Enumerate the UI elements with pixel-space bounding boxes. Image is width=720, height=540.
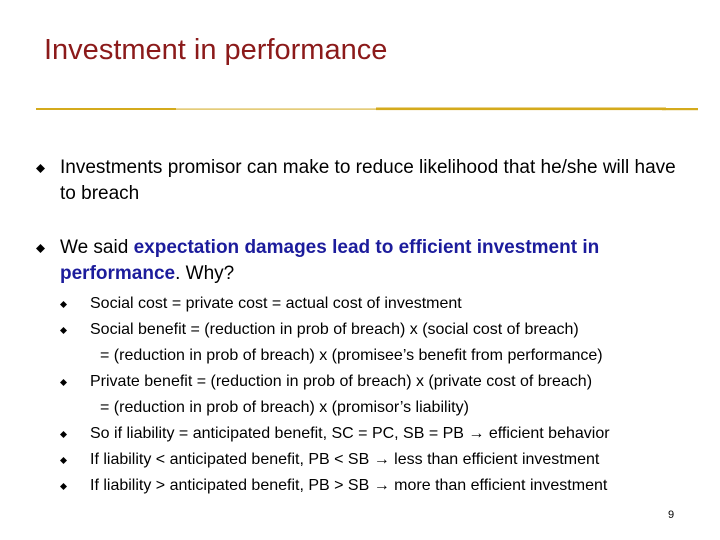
diamond-bullet-icon bbox=[60, 431, 67, 438]
bullet-text: Investments promisor can make to reduce … bbox=[60, 157, 676, 204]
sub-bullet-text: Social cost = private cost = actual cost… bbox=[90, 295, 462, 312]
diamond-bullet-icon bbox=[36, 164, 45, 173]
slide-title: Investment in performance bbox=[44, 34, 388, 66]
sub-bullet-continuation: = (reduction in prob of breach) x (promi… bbox=[100, 399, 469, 416]
title-underline bbox=[36, 107, 698, 111]
sub-bullet-liability-greater: If liability > anticipated benefit, PB >… bbox=[60, 473, 700, 499]
diamond-bullet-icon bbox=[60, 379, 67, 386]
sub-bullet-text: If liability > anticipated benefit, PB >… bbox=[90, 477, 608, 494]
diamond-bullet-icon bbox=[36, 244, 45, 253]
diamond-bullet-icon bbox=[60, 457, 67, 464]
sub-bullet-text: Social benefit = (reduction in prob of b… bbox=[90, 321, 579, 338]
sub-bullet-text: If liability < anticipated benefit, PB <… bbox=[90, 451, 600, 468]
bullet-suffix: . Why? bbox=[175, 263, 235, 284]
bullet-investments: Investments promisor can make to reduce … bbox=[36, 155, 696, 207]
sub-bullet-text: Private benefit = (reduction in prob of … bbox=[90, 373, 593, 390]
bullet-expectation-damages: We said expectation damages lead to effi… bbox=[36, 235, 696, 287]
sub-bullet-social-benefit: Social benefit = (reduction in prob of b… bbox=[60, 317, 700, 343]
sub-bullet-social-cost: Social cost = private cost = actual cost… bbox=[60, 291, 700, 317]
emphasis-text: expectation damages lead to efficient in… bbox=[60, 237, 600, 284]
diamond-bullet-icon bbox=[60, 301, 67, 308]
sub-bullet-liability-less: If liability < anticipated benefit, PB <… bbox=[60, 447, 700, 473]
sub-bullet-liability-equal: So if liability = anticipated benefit, S… bbox=[60, 421, 700, 447]
sub-bullet-continuation: = (reduction in prob of breach) x (promi… bbox=[100, 347, 603, 364]
sub-bullet-private-benefit: Private benefit = (reduction in prob of … bbox=[60, 369, 700, 395]
sub-bullet-text: So if liability = anticipated benefit, S… bbox=[90, 425, 610, 442]
bullet-prefix: We said bbox=[60, 237, 134, 258]
bullet-text: We said expectation damages lead to effi… bbox=[60, 235, 696, 287]
diamond-bullet-icon bbox=[60, 327, 67, 334]
page-number: 9 bbox=[668, 509, 675, 521]
diamond-bullet-icon bbox=[60, 483, 67, 490]
